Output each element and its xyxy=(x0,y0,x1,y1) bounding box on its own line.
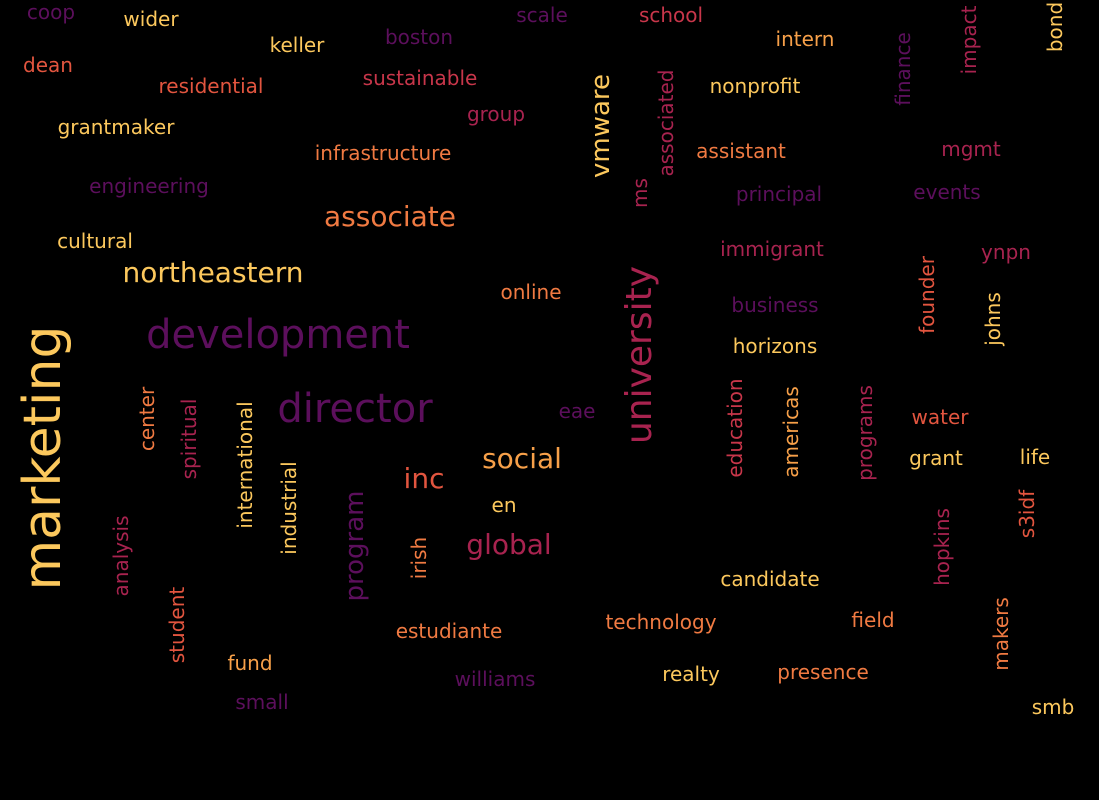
word-vmware: vmware xyxy=(586,73,616,179)
word-inc: inc xyxy=(403,462,445,495)
word-global: global xyxy=(466,528,552,561)
word-s3idf: s3idf xyxy=(1015,489,1039,539)
word-principal: principal xyxy=(735,182,823,206)
word-water: water xyxy=(911,405,969,429)
word-student: student xyxy=(165,586,189,664)
word-johns: johns xyxy=(981,292,1005,346)
word-small: small xyxy=(235,690,289,714)
word-international: international xyxy=(233,401,257,529)
word-boston: boston xyxy=(384,25,454,49)
word-bond: bond xyxy=(1043,1,1067,53)
word-center: center xyxy=(135,386,159,452)
word-industrial: industrial xyxy=(277,461,301,555)
word-associate: associate xyxy=(323,200,457,233)
word-estudiante: estudiante xyxy=(395,619,503,643)
word-infrastructure: infrastructure xyxy=(314,141,452,165)
word-finance: finance xyxy=(891,32,915,106)
word-residential: residential xyxy=(158,74,264,98)
word-program: program xyxy=(340,490,370,602)
word-presence: presence xyxy=(777,660,869,684)
word-irish: irish xyxy=(407,536,431,580)
word-marketing: marketing xyxy=(13,325,73,591)
word-americas: americas xyxy=(779,386,803,478)
word-events: events xyxy=(913,180,981,204)
word-programs: programs xyxy=(853,385,877,481)
word-analysis: analysis xyxy=(109,515,133,597)
word-spiritual: spiritual xyxy=(177,398,201,480)
word-candidate: candidate xyxy=(720,567,820,591)
word-smb: smb xyxy=(1031,695,1075,719)
word-associated: associated xyxy=(654,69,678,177)
word-online: online xyxy=(500,280,562,304)
word-cultural: cultural xyxy=(57,229,133,253)
word-social: social xyxy=(482,442,562,475)
word-intern: intern xyxy=(775,27,835,51)
word-director: director xyxy=(277,386,433,432)
word-impact: impact xyxy=(957,5,981,75)
word-grantmaker: grantmaker xyxy=(57,115,175,139)
word-scale: scale xyxy=(516,3,568,27)
word-ynpn: ynpn xyxy=(981,240,1031,264)
word-life: life xyxy=(1019,445,1051,469)
word-wider: wider xyxy=(123,7,179,31)
word-makers: makers xyxy=(989,597,1013,671)
word-technology: technology xyxy=(605,610,717,634)
word-nonprofit: nonprofit xyxy=(709,74,801,98)
word-realty: realty xyxy=(662,662,720,686)
word-school: school xyxy=(638,3,704,27)
word-northeastern: northeastern xyxy=(122,256,304,289)
word-mgmt: mgmt xyxy=(941,137,1001,161)
word-eae: eae xyxy=(558,399,596,423)
word-business: business xyxy=(731,293,819,317)
word-field: field xyxy=(851,608,895,632)
word-en: en xyxy=(491,493,517,517)
word-education: education xyxy=(723,378,747,478)
word-ms: ms xyxy=(628,178,652,208)
word-group: group xyxy=(466,102,526,126)
word-founder: founder xyxy=(915,256,939,334)
word-development: development xyxy=(146,312,410,358)
word-grant: grant xyxy=(909,446,963,470)
word-horizons: horizons xyxy=(732,334,818,358)
word-assistant: assistant xyxy=(696,139,786,163)
word-dean: dean xyxy=(23,53,73,77)
word-hopkins: hopkins xyxy=(930,508,954,586)
word-keller: keller xyxy=(269,33,325,57)
word-williams: williams xyxy=(454,667,536,691)
word-engineering: engineering xyxy=(89,174,209,198)
word-immigrant: immigrant xyxy=(720,237,824,261)
word-coop: coop xyxy=(26,0,76,24)
word-sustainable: sustainable xyxy=(362,66,478,90)
word-fund: fund xyxy=(227,651,273,675)
word-university: university xyxy=(619,265,660,445)
